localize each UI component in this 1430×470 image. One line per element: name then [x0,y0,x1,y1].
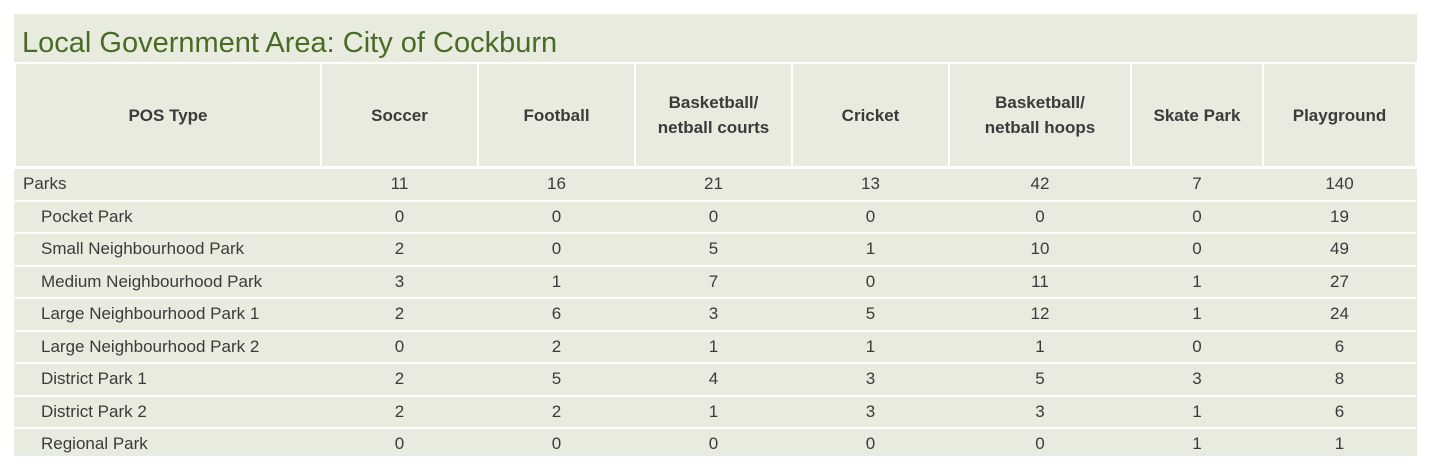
header-soccer: Soccer [320,62,479,169]
cell-cricket: 1 [792,330,949,364]
cell-football: 2 [478,395,635,429]
page-title: Local Government Area: City of Cockburn [22,27,558,59]
cell-hoops: 0 [949,200,1131,234]
cell-playground: 24 [1263,298,1416,332]
row-name: Regional Park [41,434,148,454]
cell-football: 0 [478,200,635,234]
cell-cricket: 5 [792,298,949,332]
cell-hoops: 0 [1035,434,1045,454]
cell-courts: 7 [635,265,792,299]
cell-courts: 1 [635,395,792,429]
cell-hoops: 42 [949,167,1131,202]
header-basketball-netball-courts: Basketball/ netball courts [634,62,793,169]
row-name: Medium Neighbourhood Park [15,265,321,299]
cell-hoops: 12 [949,298,1131,332]
cell-courts: 0 [708,434,719,454]
cell-cricket: 0 [792,265,949,299]
cell-courts: 0 [635,200,792,234]
header-cricket: Cricket [791,62,950,169]
cell-football: 5 [478,363,635,397]
cell-cricket: 1 [792,233,949,267]
header-playground: Playground [1262,62,1417,169]
cell-skate: 7 [1131,167,1263,202]
cell-courts: 3 [635,298,792,332]
header-hoops-line1: Basketball/ [995,93,1085,112]
cell-playground: 6 [1263,330,1416,364]
cell-football: 0 [478,233,635,267]
cell-soccer: 2 [321,298,478,332]
row-name: Parks [15,167,321,202]
cell-hoops: 10 [949,233,1131,267]
cell-cricket: 13 [792,167,949,202]
cell-football: 1 [478,265,635,299]
cell-courts: 1 [635,330,792,364]
row-name: Small Neighbourhood Park [15,233,321,267]
row-name: Large Neighbourhood Park 1 [15,298,321,332]
header-courts-line2: netball courts [657,118,770,137]
cell-soccer: 11 [321,167,478,202]
cell-skate: 0 [1131,200,1263,234]
cell-hoops: 1 [949,330,1131,364]
cell-football: 16 [478,167,635,202]
cell-playground: 19 [1263,200,1416,234]
cell-football: 2 [478,330,635,364]
pos-facilities-table: POS Type Soccer Football Basketball/ net… [14,62,1417,456]
cell-skate: 0 [1131,233,1263,267]
cell-skate: 1 [1131,265,1263,299]
header-hoops-line2: netball hoops [984,118,1096,137]
cell-skate: 0 [1131,330,1263,364]
cell-courts: 4 [635,363,792,397]
table-row: District Park 1 2 5 4 3 5 3 8 [15,363,1416,397]
header-skate-park: Skate Park [1130,62,1264,169]
cell-cricket: 3 [792,363,949,397]
cell-soccer: 0 [394,434,405,454]
cell-courts: 21 [635,167,792,202]
cell-courts: 5 [635,233,792,267]
cell-football: 6 [478,298,635,332]
cell-playground: 6 [1263,395,1416,429]
cell-playground: 8 [1263,363,1416,397]
header-football: Football [477,62,636,169]
row-name: District Park 1 [15,363,321,397]
table-row: Pocket Park 0 0 0 0 0 0 19 [15,200,1416,234]
cell-hoops: 5 [949,363,1131,397]
cell-cricket: 0 [792,200,949,234]
header-pos-type: POS Type [14,62,322,169]
table-row: Large Neighbourhood Park 2 0 2 1 1 1 0 6 [15,330,1416,364]
cell-soccer: 2 [321,233,478,267]
cell-playground: 49 [1263,233,1416,267]
cell-football: 0 [551,434,562,454]
table-header-row: POS Type Soccer Football Basketball/ net… [14,62,1417,169]
table-row: Large Neighbourhood Park 1 2 6 3 5 12 1 … [15,298,1416,332]
cell-cricket: 0 [865,434,876,454]
table-panel: Local Government Area: City of Cockburn … [14,14,1417,456]
table-row: District Park 2 2 2 1 3 3 1 6 [15,395,1416,429]
cell-soccer: 2 [321,395,478,429]
cell-cricket: 3 [792,395,949,429]
cell-hoops: 11 [949,265,1131,299]
row-name: Large Neighbourhood Park 2 [15,330,321,364]
cell-hoops: 3 [949,395,1131,429]
header-courts-line1: Basketball/ [668,93,759,112]
cell-playground: 27 [1263,265,1416,299]
cell-soccer: 3 [321,265,478,299]
table-row: Small Neighbourhood Park 2 0 5 1 10 0 49 [15,233,1416,267]
cell-soccer: 2 [321,363,478,397]
row-name: District Park 2 [15,395,321,429]
table-row: Medium Neighbourhood Park 3 1 7 0 11 1 2… [15,265,1416,299]
cell-skate: 3 [1131,363,1263,397]
table-row-parks: Parks 11 16 21 13 42 7 140 [15,167,1416,202]
cell-skate: 1 [1131,298,1263,332]
cell-skate: 1 [1192,434,1202,454]
row-name: Pocket Park [15,200,321,234]
cell-playground: 1 [1334,434,1345,454]
cell-skate: 1 [1131,395,1263,429]
table-row: Regional Park 0 0 0 0 0 1 1 [15,428,1416,456]
cell-soccer: 0 [321,200,478,234]
header-basketball-netball-hoops: Basketball/ netball hoops [948,62,1132,169]
cell-soccer: 0 [321,330,478,364]
cell-playground: 140 [1263,167,1416,202]
